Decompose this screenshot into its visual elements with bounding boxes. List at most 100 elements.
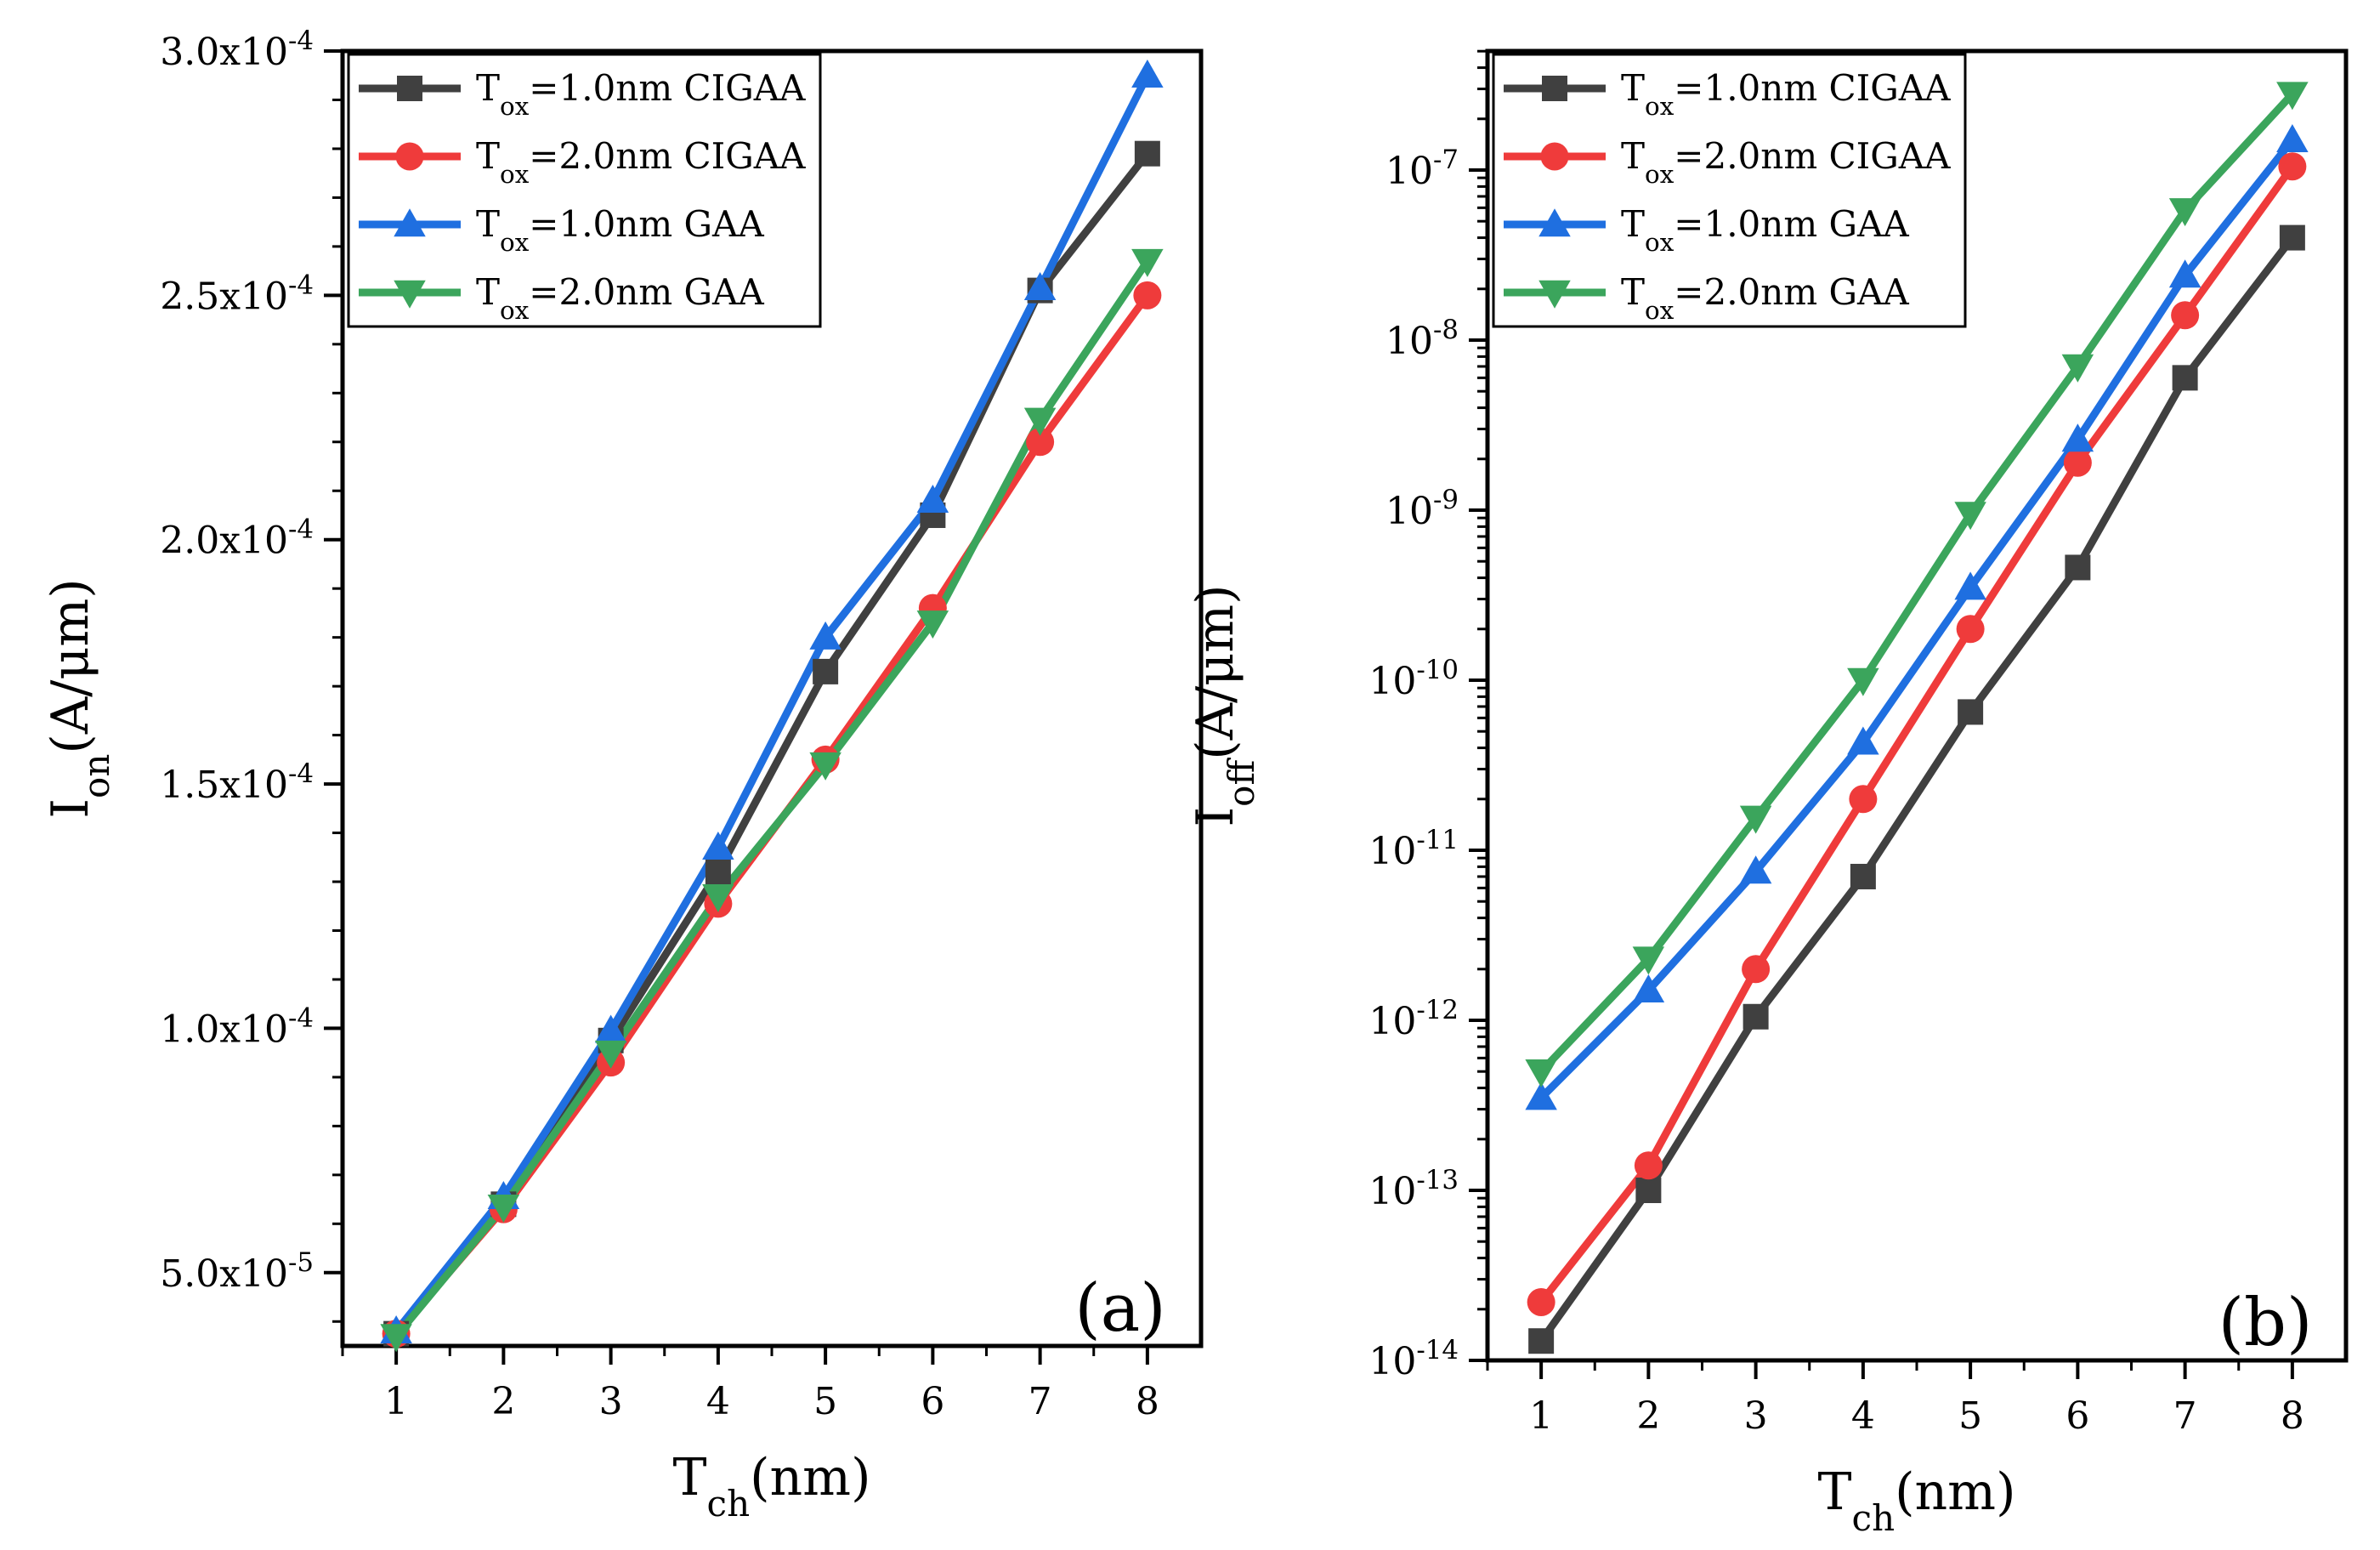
legend-label-part: T — [1621, 67, 1645, 109]
chart-panel-b: 1 2 3 4 5 6 7 810-1410-1310-1210-1110-1010-910-… — [1186, 48, 2349, 1539]
series-line-3 — [393, 258, 1151, 1339]
x-tick-label: 3 — [1744, 1394, 1768, 1438]
legend-label-part: T — [476, 135, 500, 177]
y-tick-label-part: 1.5x10 — [160, 764, 288, 807]
x-axis-label-part: ch — [1852, 1497, 1896, 1539]
y-tick-label-part: 10 — [1368, 1170, 1416, 1213]
series-3-point — [1739, 805, 1772, 834]
legend-label-part: =2.0nm CIGAA — [529, 135, 806, 177]
y-tick-label: 10-12 — [1368, 995, 1459, 1043]
series-3-point — [2276, 82, 2309, 111]
legend-label: Tox=2.0nm CIGAA — [1621, 135, 1951, 189]
series-0-point — [705, 859, 731, 885]
x-tick-label: 5 — [1958, 1394, 1982, 1438]
series-line-0 — [1538, 235, 2296, 1343]
y-tick-label-part: 10 — [1386, 150, 1433, 193]
y-tick-label-part: -11 — [1416, 825, 1459, 855]
series-1-point — [1133, 281, 1162, 309]
y-axis-label: Ioff(A/μm) — [1186, 584, 1262, 826]
series-3-point — [1847, 667, 1879, 696]
series-1-point — [2063, 448, 2092, 477]
x-axis-label-part: (nm) — [750, 1448, 870, 1507]
x-tick-label-part: 7 — [2173, 1394, 2197, 1438]
series-1-point — [1849, 785, 1878, 814]
y-tick-label-part: -4 — [288, 26, 314, 56]
y-tick-label-part: -5 — [288, 1247, 314, 1278]
legend-box — [347, 53, 822, 328]
x-tick-label: 8 — [2281, 1394, 2304, 1438]
x-tick-label: 1 — [384, 1380, 408, 1423]
series-1-point — [1527, 1288, 1556, 1317]
panel-label-part: (b) — [2218, 1285, 2313, 1361]
series-0-point — [2279, 224, 2305, 251]
legend-label-part: ox — [500, 296, 530, 325]
series-3-point — [1954, 502, 1986, 531]
legend-label-part: ox — [1645, 92, 1674, 121]
legend-label-part: ox — [1645, 228, 1674, 257]
series-3-point — [594, 1040, 627, 1069]
x-tick-label-part: 4 — [706, 1380, 730, 1423]
series-3-point — [1525, 1059, 1557, 1087]
y-tick-label: 2.5x10-4 — [160, 270, 314, 318]
y-tick-label: 10-11 — [1368, 825, 1459, 873]
series-0-point — [1635, 1178, 1662, 1203]
x-tick-label-part: 8 — [1136, 1380, 1159, 1423]
x-tick-label: 3 — [599, 1380, 623, 1423]
series-1-point — [1742, 955, 1771, 984]
x-tick-label-part: 5 — [813, 1380, 837, 1423]
legend-label: Tox=2.0nm GAA — [476, 271, 764, 325]
x-tick-label: 6 — [921, 1380, 944, 1423]
y-tick-label: 10-13 — [1368, 1165, 1459, 1213]
x-tick-label-part: 5 — [1958, 1394, 1982, 1438]
legend-swatch-marker — [394, 208, 426, 237]
y-tick-label-part: -4 — [288, 514, 314, 545]
legend-label: Tox=1.0nm GAA — [1621, 203, 1909, 257]
x-tick-label-part: 1 — [1529, 1394, 1553, 1438]
y-tick-label: 5.0x10-5 — [160, 1247, 314, 1296]
legend-label-part: T — [476, 67, 500, 109]
series-2-point — [916, 484, 949, 513]
x-tick-label: 4 — [706, 1380, 730, 1423]
legend-label-part: =1.0nm CIGAA — [529, 67, 806, 109]
chart-panel-a: 1 2 3 4 5 6 7 85.0x10-51.0x10-41.5x10-42.0x10-4… — [41, 26, 1204, 1524]
y-tick-label: 10-7 — [1386, 145, 1459, 193]
legend-label-part: ox — [1645, 296, 1674, 325]
legend-label-part: ox — [500, 92, 530, 121]
y-tick-label-part: 10 — [1368, 1340, 1416, 1383]
legend-label-part: T — [1621, 271, 1645, 313]
legend-label: Tox=1.0nm CIGAA — [476, 67, 806, 121]
y-tick-label-part: -14 — [1416, 1335, 1459, 1365]
legend-swatch-marker — [394, 280, 426, 309]
y-tick-label: 1.5x10-4 — [160, 758, 314, 807]
x-tick-label: 5 — [813, 1380, 837, 1423]
x-axis-label-part: (nm) — [1895, 1462, 2015, 1522]
x-tick-label-part: 6 — [921, 1380, 944, 1423]
y-tick-label-part: 10 — [1368, 1000, 1416, 1043]
y-tick-label: 10-14 — [1368, 1335, 1459, 1383]
y-tick-label-part: -13 — [1416, 1165, 1459, 1195]
series-2-point — [1739, 855, 1772, 884]
y-tick-label-part: 3.0x10 — [160, 31, 288, 74]
y-tick-label-part: 5.0x10 — [160, 1252, 288, 1296]
legend-label-part: =1.0nm CIGAA — [1674, 67, 1951, 109]
x-tick-label: 4 — [1851, 1394, 1875, 1438]
y-tick-label-part: -8 — [1433, 315, 1459, 345]
legend-label: Tox=2.0nm CIGAA — [476, 135, 806, 189]
legend-box — [1492, 53, 1967, 328]
y-tick-label-part: 10 — [1386, 320, 1433, 363]
series-3-point — [916, 610, 949, 639]
series-2-point — [2061, 423, 2094, 452]
x-tick-label: 7 — [1028, 1380, 1052, 1423]
x-tick-label-part: 3 — [599, 1380, 623, 1423]
legend-label-part: ox — [1645, 160, 1674, 189]
x-tick-label-part: 3 — [1744, 1394, 1768, 1438]
series-2-point — [702, 832, 734, 860]
series-0-point — [1134, 140, 1160, 167]
panel-label-part: (a) — [1074, 1270, 1165, 1347]
panel-label: (b) — [2218, 1285, 2313, 1361]
series-2-point — [1954, 571, 1986, 600]
y-tick-label-part: 1.0x10 — [160, 1008, 288, 1051]
x-tick-label-part: 4 — [1851, 1394, 1875, 1438]
